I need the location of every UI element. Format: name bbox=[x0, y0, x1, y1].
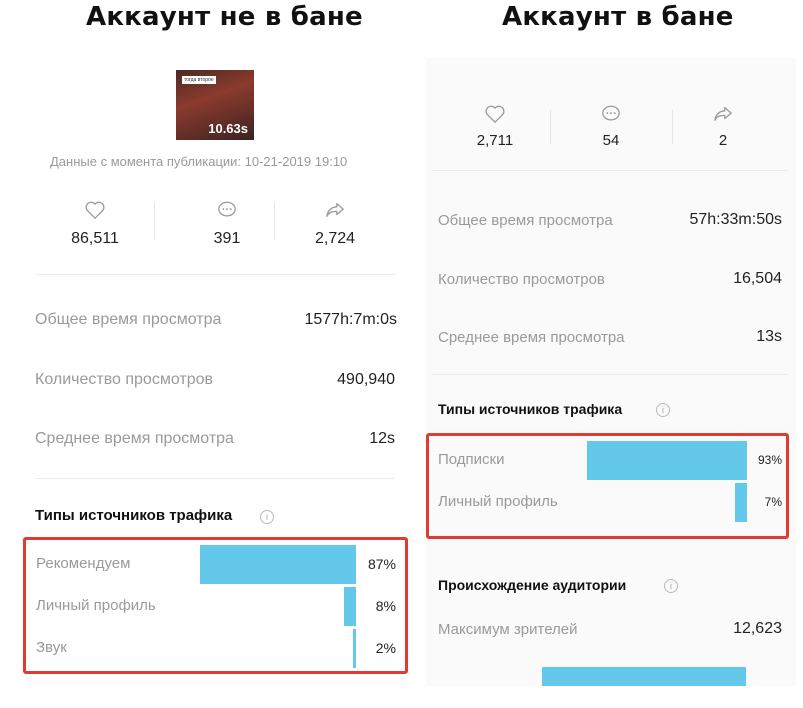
max-viewers-label: Максимум зрителей bbox=[438, 621, 578, 638]
traffic-bar bbox=[200, 545, 356, 584]
avg-watch-time-value: 13s bbox=[756, 328, 782, 345]
traffic-bar bbox=[353, 629, 356, 668]
traffic-sources-title: Типы источников трафика bbox=[438, 401, 623, 417]
heart-icon bbox=[484, 104, 506, 124]
traffic-source-label: Личный профиль bbox=[438, 493, 558, 510]
traffic-percent: 2% bbox=[375, 640, 396, 656]
traffic-percent: 87% bbox=[367, 556, 396, 572]
audience-origin-title: Происхождение аудитории bbox=[438, 577, 627, 593]
views-count-label: Количество просмотров bbox=[35, 371, 213, 388]
analytics-panel-banned: 2,711 54 2 Общее время просмотра 57h:33m… bbox=[426, 58, 796, 686]
stats-divider bbox=[154, 202, 155, 240]
traffic-percent: 7% bbox=[764, 495, 782, 509]
total-watch-time-value: 57h:33m:50s bbox=[689, 211, 782, 228]
traffic-source-label: Подписки bbox=[438, 451, 505, 468]
shares-count: 2,724 bbox=[314, 230, 356, 247]
analytics-panel-not-banned: тогда второе 10.63s Данные с момента пуб… bbox=[18, 58, 408, 698]
headline-not-banned: Аккаунт не в бане bbox=[86, 2, 363, 32]
views-count-value: 490,940 bbox=[337, 371, 395, 388]
audience-bar bbox=[542, 667, 746, 686]
total-watch-time-label: Общее время просмотра bbox=[35, 311, 222, 328]
section-divider bbox=[432, 170, 788, 171]
traffic-source-label: Личный профиль bbox=[36, 597, 156, 614]
traffic-bar bbox=[735, 483, 747, 522]
stats-divider bbox=[550, 110, 551, 144]
traffic-source-label: Рекомендуем bbox=[36, 555, 131, 572]
traffic-sources-title: Типы источников трафика bbox=[35, 507, 233, 524]
avg-watch-time-label: Среднее время просмотра bbox=[35, 430, 234, 447]
avg-watch-time-value: 12s bbox=[369, 430, 395, 447]
views-count-value: 16,504 bbox=[733, 270, 782, 287]
traffic-source-label: Звук bbox=[36, 639, 67, 656]
traffic-bar bbox=[587, 441, 747, 480]
stats-divider bbox=[274, 202, 275, 240]
traffic-percent: 8% bbox=[375, 598, 396, 614]
comment-icon bbox=[216, 200, 238, 220]
info-icon[interactable]: i bbox=[260, 510, 274, 524]
max-viewers-value: 12,623 bbox=[733, 620, 782, 637]
section-divider bbox=[36, 478, 395, 479]
likes-count: 2,711 bbox=[476, 132, 514, 149]
stats-divider bbox=[672, 110, 673, 144]
likes-count: 86,511 bbox=[71, 230, 119, 247]
traffic-percent: 93% bbox=[757, 453, 782, 467]
section-divider bbox=[432, 374, 788, 375]
comments-count: 54 bbox=[602, 132, 620, 149]
shares-count: 2 bbox=[718, 132, 728, 149]
heart-icon bbox=[84, 200, 106, 220]
video-thumbnail[interactable]: тогда второе 10.63s bbox=[176, 70, 254, 140]
total-watch-time-label: Общее время просмотра bbox=[438, 212, 613, 229]
section-divider bbox=[36, 274, 395, 275]
info-icon[interactable]: i bbox=[664, 579, 678, 593]
video-duration: 10.63s bbox=[208, 121, 248, 136]
traffic-highlight-box bbox=[23, 537, 408, 674]
comment-icon bbox=[600, 104, 622, 124]
share-icon bbox=[324, 200, 346, 220]
traffic-bar bbox=[344, 587, 356, 626]
data-since-text: Данные с момента публикации: 10-21-2019 … bbox=[50, 154, 348, 169]
views-count-label: Количество просмотров bbox=[438, 271, 605, 288]
comments-count: 391 bbox=[213, 230, 241, 247]
info-icon[interactable]: i bbox=[656, 403, 670, 417]
total-watch-time-value: 1577h:7m:0s bbox=[304, 311, 397, 328]
traffic-highlight-box bbox=[426, 433, 789, 539]
share-icon bbox=[712, 104, 734, 124]
avg-watch-time-label: Среднее время просмотра bbox=[438, 329, 625, 346]
thumbnail-caption: тогда второе bbox=[182, 76, 216, 84]
headline-banned: Аккаунт в бане bbox=[502, 2, 734, 32]
